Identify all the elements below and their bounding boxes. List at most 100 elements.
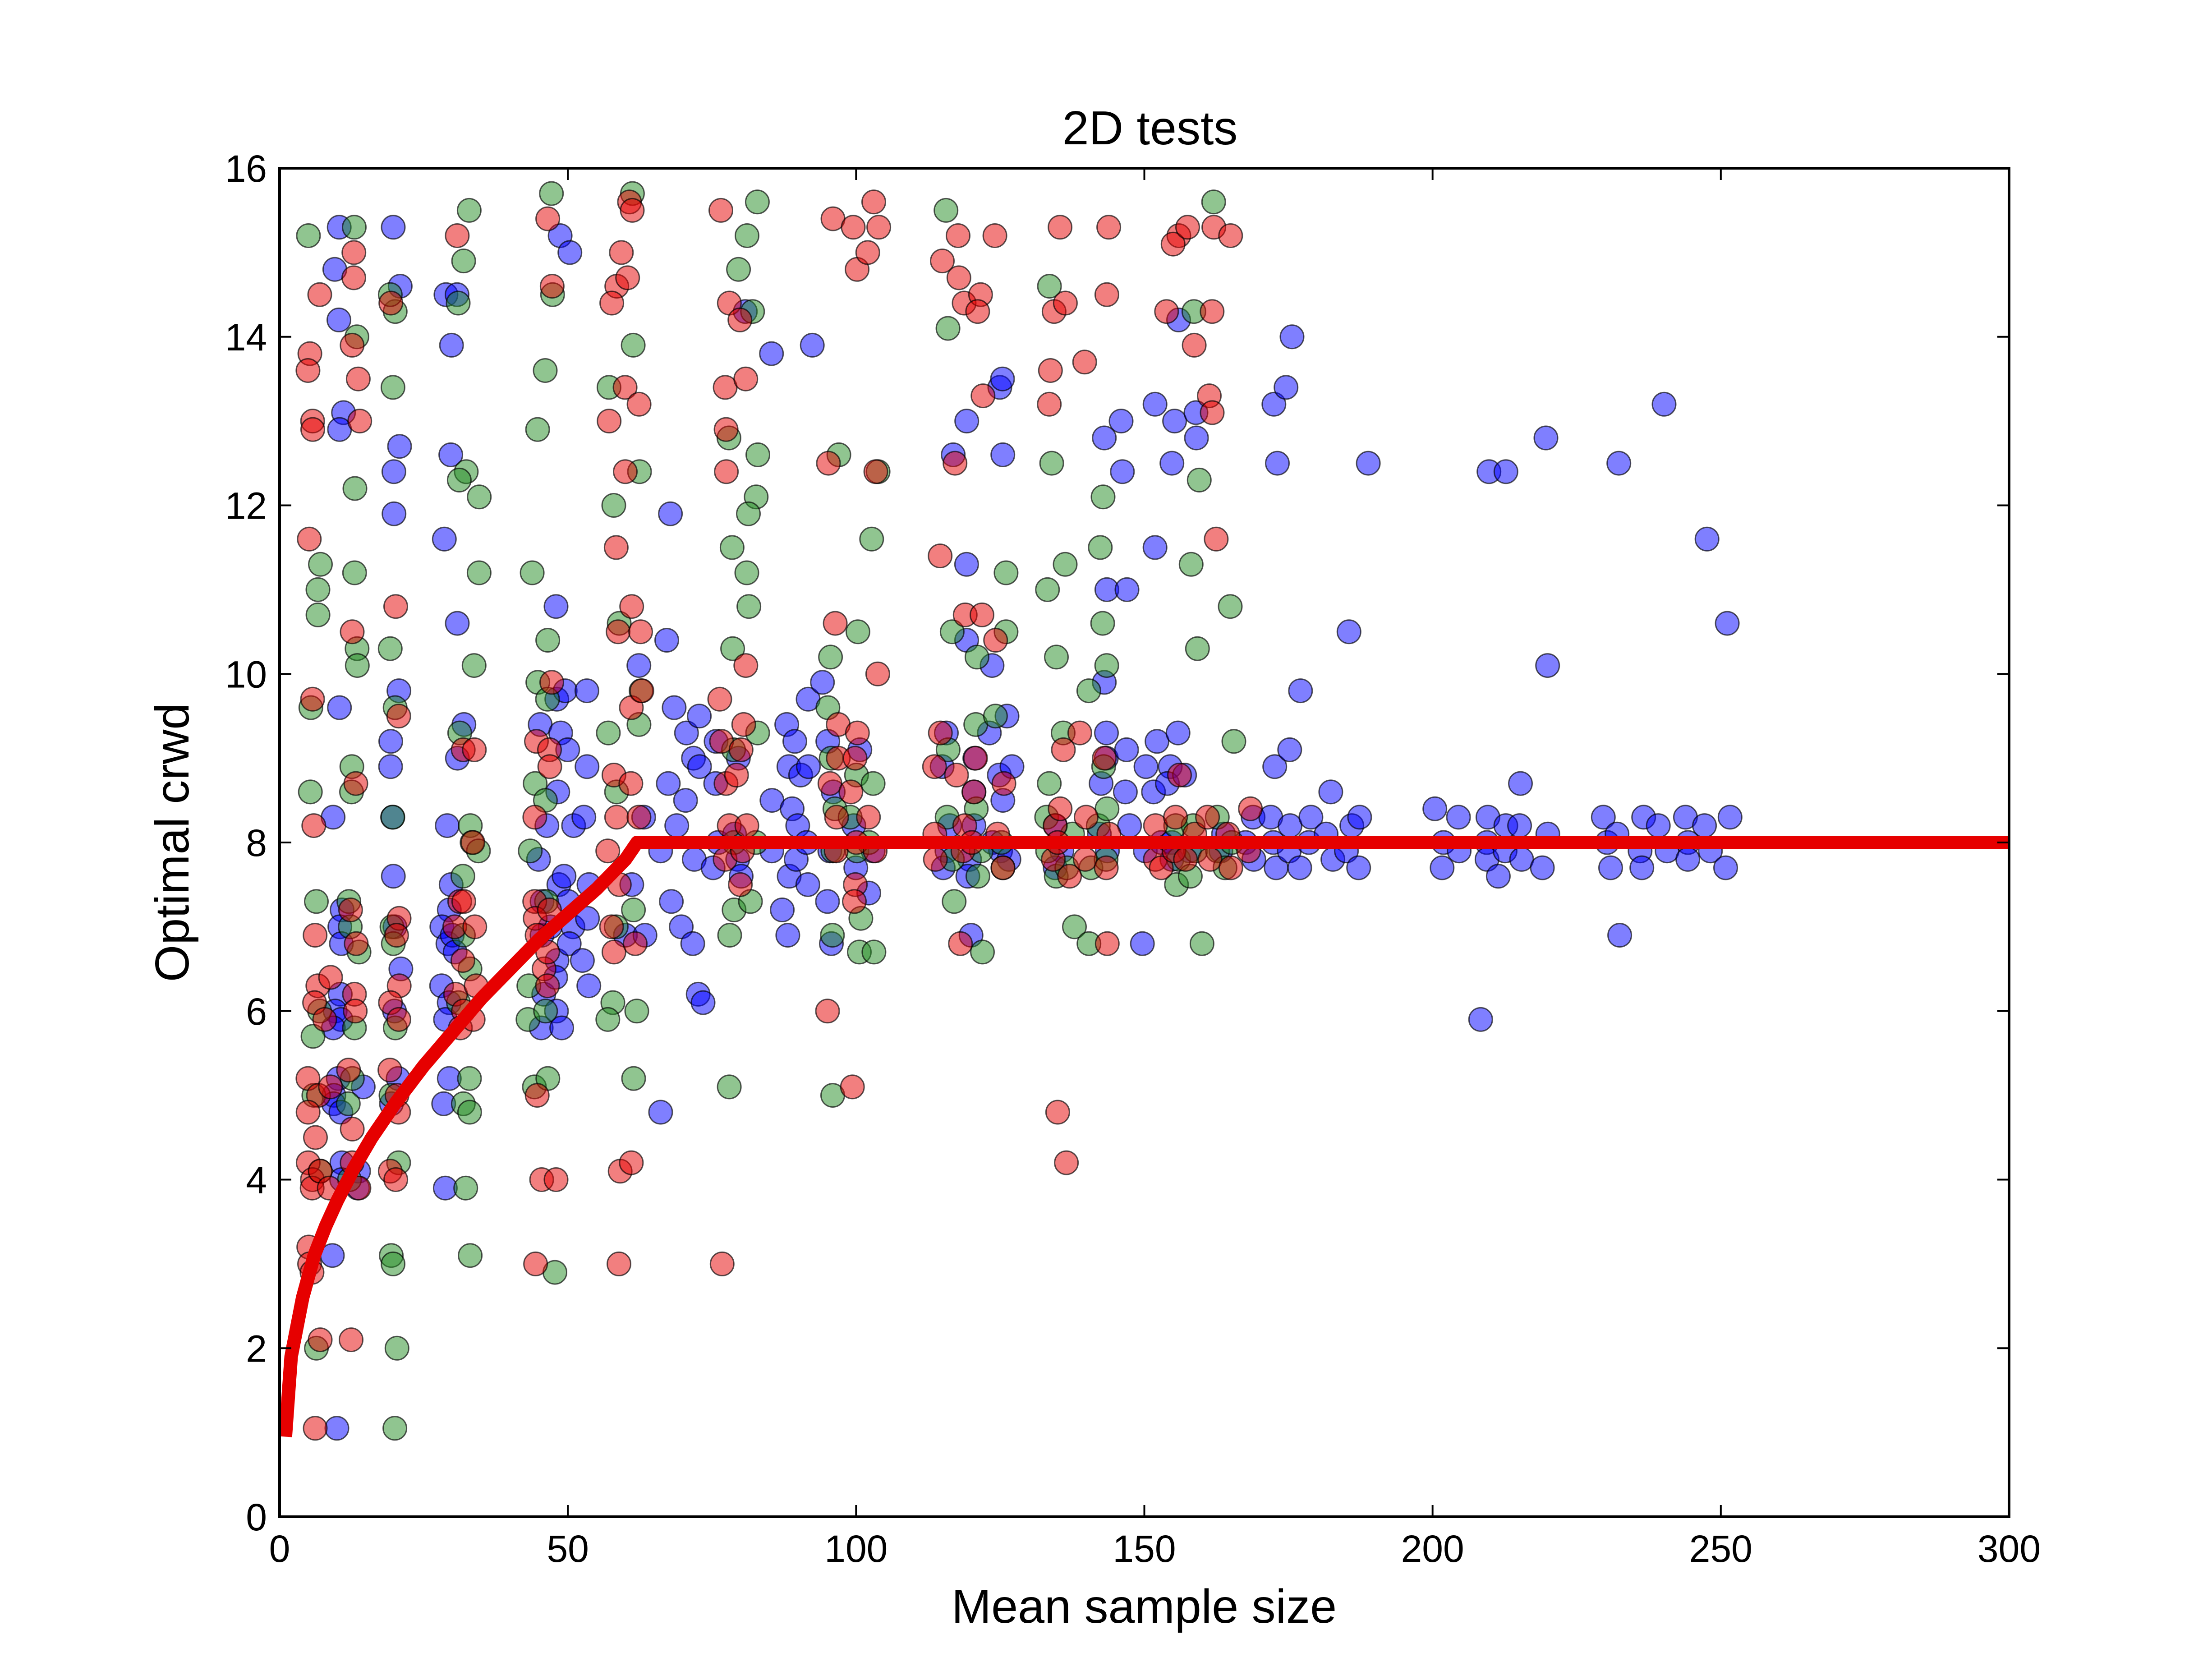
- data-point: [1095, 931, 1120, 956]
- data-point: [709, 1251, 735, 1276]
- data-point: [445, 223, 470, 248]
- data-point: [312, 1007, 337, 1032]
- data-point: [1200, 400, 1225, 425]
- data-point: [1200, 299, 1225, 324]
- data-point: [342, 215, 367, 240]
- data-point: [818, 644, 843, 670]
- data-point: [318, 1074, 343, 1100]
- data-point: [1629, 855, 1655, 880]
- x-tick-label: 100: [824, 1528, 888, 1570]
- data-point: [345, 653, 370, 678]
- data-point: [795, 872, 820, 897]
- data-point: [1037, 391, 1062, 417]
- data-point: [1713, 855, 1738, 880]
- data-point: [609, 240, 634, 265]
- data-point: [613, 459, 638, 484]
- data-point: [838, 779, 864, 805]
- data-point: [1508, 771, 1533, 796]
- data-point: [603, 535, 629, 560]
- data-point: [307, 282, 332, 307]
- data-point: [438, 442, 464, 467]
- data-point: [1186, 467, 1212, 493]
- data-point: [673, 788, 698, 813]
- data-point: [654, 628, 679, 653]
- data-point: [378, 754, 403, 779]
- data-point: [1074, 805, 1099, 830]
- data-point: [824, 805, 849, 830]
- data-point: [303, 923, 328, 948]
- data-point: [1072, 350, 1097, 375]
- data-point: [948, 931, 973, 956]
- data-point: [733, 366, 759, 391]
- data-point: [381, 864, 406, 889]
- data-point: [599, 290, 625, 316]
- data-point: [606, 619, 631, 644]
- data-point: [815, 889, 840, 914]
- data-point: [1197, 847, 1223, 872]
- data-point: [1346, 855, 1371, 880]
- data-point: [378, 729, 403, 754]
- data-point: [377, 636, 403, 661]
- data-point: [601, 939, 626, 965]
- data-point: [1535, 653, 1560, 678]
- data-point: [1094, 282, 1119, 307]
- data-point: [308, 552, 333, 577]
- data-point: [380, 375, 405, 400]
- data-point: [1094, 720, 1119, 746]
- data-point: [1117, 813, 1142, 838]
- data-point: [382, 1416, 408, 1441]
- data-point: [535, 628, 561, 653]
- data-point: [964, 644, 989, 670]
- data-point: [445, 611, 470, 636]
- data-point: [856, 805, 881, 830]
- data-point: [656, 771, 681, 796]
- data-point: [621, 898, 646, 922]
- data-point: [816, 451, 841, 476]
- data-point: [595, 838, 621, 864]
- data-point: [810, 670, 835, 695]
- data-point: [1533, 425, 1559, 451]
- data-point: [1096, 215, 1122, 240]
- data-point: [628, 619, 653, 644]
- data-point: [990, 366, 1015, 391]
- data-point: [458, 1243, 483, 1268]
- data-point: [659, 889, 684, 914]
- data-point: [770, 898, 795, 922]
- data-point: [378, 290, 404, 316]
- data-point: [523, 1251, 548, 1276]
- data-point: [717, 1074, 742, 1100]
- data-point: [1035, 577, 1060, 602]
- data-point: [1173, 847, 1198, 872]
- data-point: [1598, 855, 1623, 880]
- data-point: [1195, 805, 1220, 830]
- data-point: [720, 636, 745, 661]
- data-point: [1067, 720, 1092, 746]
- data-point: [304, 889, 329, 914]
- data-point: [303, 1416, 328, 1441]
- x-tick-label: 300: [1977, 1528, 2041, 1570]
- data-point: [450, 864, 475, 889]
- data-point: [575, 906, 600, 931]
- data-point: [946, 223, 970, 248]
- data-point: [1189, 931, 1214, 956]
- data-point: [1149, 855, 1174, 880]
- data-point: [295, 1100, 321, 1125]
- data-point: [1261, 391, 1287, 417]
- data-point: [1692, 813, 1717, 838]
- data-point: [1493, 459, 1518, 484]
- data-point: [461, 653, 487, 678]
- data-point: [1142, 391, 1168, 417]
- data-point: [823, 611, 848, 636]
- data-point: [629, 678, 654, 704]
- data-point: [934, 198, 959, 223]
- data-point: [303, 1125, 328, 1150]
- data-point: [1204, 526, 1229, 552]
- data-point: [626, 653, 652, 678]
- y-tick-label: 14: [225, 316, 267, 359]
- data-point: [1163, 805, 1188, 830]
- data-point: [1277, 737, 1302, 762]
- data-point: [775, 923, 800, 948]
- data-point: [446, 290, 471, 316]
- data-point: [1113, 779, 1138, 805]
- data-point: [954, 409, 980, 434]
